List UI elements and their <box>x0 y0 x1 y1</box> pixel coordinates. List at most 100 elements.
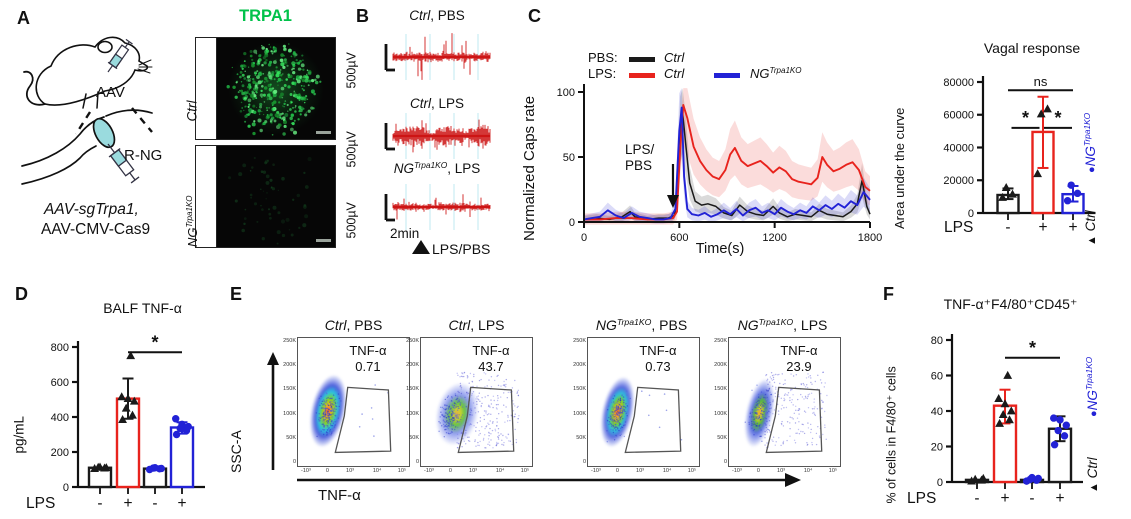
scatter-dot <box>756 412 758 414</box>
scatter-dot <box>813 413 816 415</box>
scatter-dot <box>800 430 802 433</box>
scatter-dot <box>323 407 326 410</box>
scatter-dot <box>440 411 442 413</box>
fluorescence-speckle <box>275 66 278 69</box>
fluorescence-speckle <box>282 44 286 48</box>
fluorescence-speckle <box>270 50 273 53</box>
y-tick-label: 20 <box>931 441 943 453</box>
gate-percentage: 43.7 <box>478 359 504 374</box>
fluorescence-speckle <box>268 75 273 80</box>
fluorescence-speckle <box>249 78 252 80</box>
fluorescence-speckle <box>305 95 308 98</box>
scatter-dot <box>457 415 459 418</box>
scatter-dot <box>335 408 337 411</box>
scatter-dot <box>490 399 492 401</box>
scatter-dot <box>792 418 794 420</box>
scatter-dot <box>758 401 761 403</box>
fluorescence-speckle <box>262 121 266 126</box>
fluorescence-speckle <box>243 60 246 62</box>
scatter-dot <box>439 416 441 418</box>
legend-swatch-lps-ctrl <box>629 73 655 78</box>
scatter-dot <box>460 375 463 377</box>
scatter-dot <box>488 404 490 406</box>
scatter-dot <box>778 437 780 439</box>
scatter-dot <box>758 426 760 429</box>
scatter-dot <box>824 382 826 384</box>
y-tick-label: 60 <box>931 370 943 382</box>
scatter-dot <box>463 401 465 404</box>
fluorescence-speckle <box>281 79 283 82</box>
scatter-dot <box>331 420 333 422</box>
fluorescence-speckle <box>307 84 310 87</box>
scatter-dot <box>503 392 505 394</box>
scatter-dot <box>619 410 621 413</box>
fluorescence-speckle <box>238 172 243 177</box>
fluorescence-speckle <box>305 111 308 114</box>
scatter-dot <box>769 381 771 383</box>
scatter-dot <box>454 412 456 414</box>
scatter-dot <box>612 413 615 415</box>
scatter-dot <box>613 395 616 397</box>
scatter-dot <box>471 392 473 395</box>
flow-x-tick-label: -10³ <box>591 468 601 474</box>
scatter-dot <box>749 411 752 413</box>
scatter-dot <box>822 401 824 403</box>
scatter-dot <box>771 439 773 441</box>
scatter-dot <box>458 398 460 401</box>
category-label: + <box>1068 219 1077 236</box>
scatter-dot <box>767 407 769 410</box>
scatter-dot <box>806 444 808 446</box>
scatter-dot <box>621 414 623 416</box>
scatter-dot <box>332 401 334 403</box>
condition-label: , LPS <box>447 161 481 177</box>
fluorescence-speckle <box>300 68 302 71</box>
scatter-dot <box>811 437 814 440</box>
x-axis-label: LPS <box>907 490 936 507</box>
fluorescence-speckle <box>265 197 267 200</box>
scatter-dot <box>326 424 329 427</box>
fluorescence-speckle <box>235 81 238 84</box>
scatter-dot <box>761 407 763 409</box>
scatter-dot <box>620 409 622 411</box>
fluorescence-speckle <box>232 85 236 90</box>
scatter-dot <box>496 417 498 420</box>
fluorescence-speckle <box>260 84 264 88</box>
fluorescence-speckle <box>251 63 255 68</box>
fluorescence-speckle <box>293 93 298 98</box>
fluorescence-speckle <box>302 68 305 71</box>
fluorescence-speckle <box>263 61 267 65</box>
scatter-dot <box>328 417 330 419</box>
scatter-dot <box>751 411 754 414</box>
scatter-dot <box>820 382 823 384</box>
fluorescence-speckle <box>243 77 247 80</box>
data-point <box>1050 414 1058 422</box>
scatter-dot <box>322 415 325 418</box>
scatter-dot <box>806 397 809 400</box>
x-axis-label: LPS <box>944 219 973 236</box>
scatter-dot <box>361 413 363 415</box>
trace-svg <box>384 33 491 80</box>
scatter-dot <box>755 404 757 407</box>
scatter-dot <box>767 402 770 405</box>
data-point <box>151 464 159 472</box>
fluorescence-speckle <box>288 43 290 45</box>
scatter-dot <box>483 418 485 421</box>
scatter-dot <box>616 418 618 421</box>
scatter-dot <box>497 395 499 397</box>
scatter-dot <box>798 408 801 410</box>
fluorescence-speckle <box>243 51 247 56</box>
fluorescence-speckle <box>272 163 275 167</box>
scatter-dot <box>615 423 617 426</box>
scatter-dot <box>438 430 440 432</box>
fluorescence-speckle <box>249 170 252 172</box>
flow-y-tick-label: 200K <box>573 362 586 369</box>
scatter-dot <box>615 409 617 412</box>
scatter-dot <box>802 431 804 433</box>
scatter-dot <box>795 374 797 376</box>
scatter-dot <box>759 424 761 426</box>
scatter-dot <box>497 442 500 444</box>
fluorescence-speckle <box>292 70 296 75</box>
scatter-dot <box>753 418 755 421</box>
